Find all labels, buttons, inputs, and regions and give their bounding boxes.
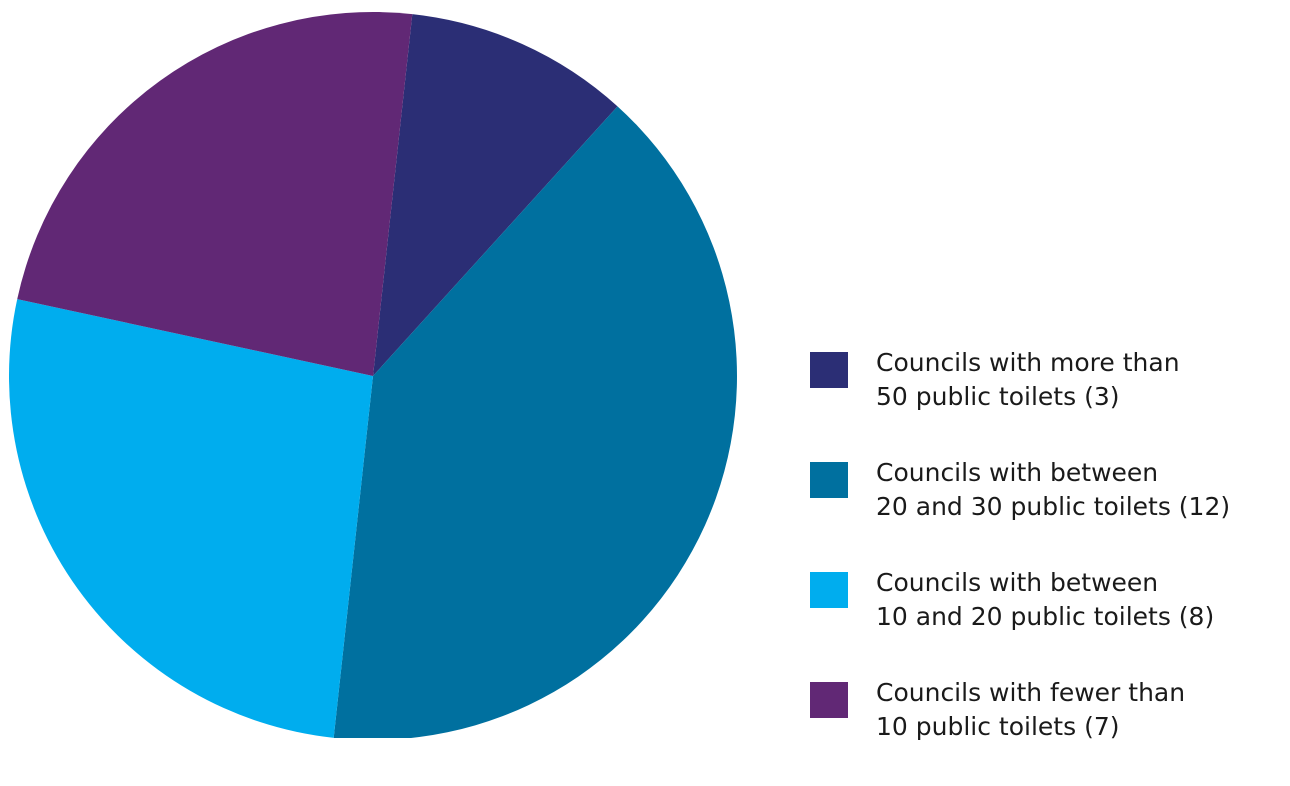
pie-slice-3 xyxy=(17,12,413,377)
legend-label-line: Councils with between xyxy=(876,458,1159,487)
pie-chart xyxy=(9,12,737,738)
legend-label: Councils with between 20 and 30 public t… xyxy=(876,456,1286,524)
legend-label: Councils with more than 50 public toilet… xyxy=(876,346,1286,414)
legend-swatch xyxy=(810,352,848,388)
legend-label-line: Councils with between xyxy=(876,568,1159,597)
legend-label-line: Councils with more than xyxy=(876,348,1180,377)
legend-label-line: 20 and 30 public toilets (12) xyxy=(876,492,1231,521)
pie-slice-0 xyxy=(373,14,618,376)
legend-label-line: 10 and 20 public toilets (8) xyxy=(876,602,1215,631)
legend-label: Councils with between 10 and 20 public t… xyxy=(876,566,1286,634)
pie-slice-1 xyxy=(333,106,737,738)
legend-label-line: 50 public toilets (3) xyxy=(876,382,1120,411)
legend-label: Councils with fewer than 10 public toile… xyxy=(876,676,1286,744)
legend-swatch xyxy=(810,462,848,498)
legend-label-line: Councils with fewer than xyxy=(876,678,1186,707)
legend-swatch xyxy=(810,682,848,718)
legend-swatch xyxy=(810,572,848,608)
legend-label-line: 10 public toilets (7) xyxy=(876,712,1120,741)
pie-slice-2 xyxy=(9,299,373,738)
